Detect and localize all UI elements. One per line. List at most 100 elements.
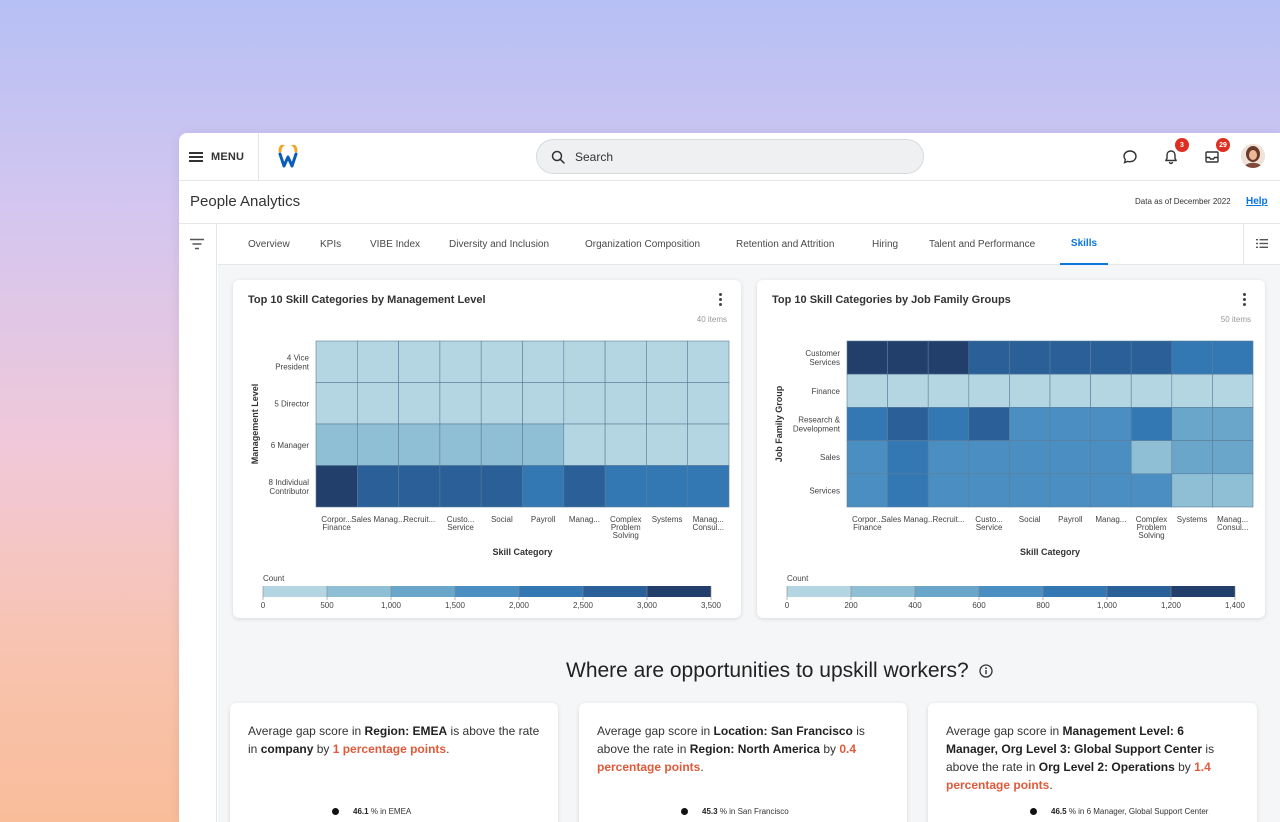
filter-icon[interactable] xyxy=(189,238,205,250)
help-link[interactable]: Help xyxy=(1246,196,1268,207)
heatmap-cell[interactable] xyxy=(315,423,358,466)
insight-card[interactable]: Average gap score in Region: EMEA is abo… xyxy=(230,703,558,822)
heatmap-cell[interactable] xyxy=(1130,473,1173,508)
heatmap-cell[interactable] xyxy=(887,440,929,475)
heatmap-cell[interactable] xyxy=(563,382,606,425)
heatmap-cell[interactable] xyxy=(439,423,482,466)
heatmap-cell[interactable] xyxy=(315,340,358,383)
notifications-button[interactable]: 3 xyxy=(1161,138,1189,167)
heatmap-cell[interactable] xyxy=(1212,473,1254,508)
heatmap-cell[interactable] xyxy=(1090,440,1132,475)
workday-logo-icon[interactable] xyxy=(277,145,299,169)
heatmap-cell[interactable] xyxy=(846,407,888,441)
heatmap-cell[interactable] xyxy=(968,440,1010,475)
inbox-button[interactable]: 29 xyxy=(1202,138,1230,167)
heatmap-cell[interactable] xyxy=(522,423,565,466)
heatmap-cell[interactable] xyxy=(1009,340,1051,375)
tab-diversity-inclusion[interactable]: Diversity and Inclusion xyxy=(449,239,550,250)
more-options-icon[interactable] xyxy=(1243,293,1247,307)
heatmap-cell[interactable] xyxy=(887,407,929,441)
heatmap-cell[interactable] xyxy=(968,473,1010,508)
heatmap-cell[interactable] xyxy=(604,465,647,508)
list-view-icon[interactable] xyxy=(1256,238,1268,249)
tab-hiring[interactable]: Hiring xyxy=(872,239,899,250)
tab-skills[interactable]: Skills xyxy=(1060,224,1108,265)
heatmap-cell[interactable] xyxy=(927,440,970,475)
heatmap-cell[interactable] xyxy=(398,465,441,508)
heatmap-cell[interactable] xyxy=(646,340,688,383)
avatar[interactable] xyxy=(1241,144,1265,168)
tab-vibe-index[interactable]: VIBE Index xyxy=(370,239,421,250)
heatmap-cell[interactable] xyxy=(1009,473,1051,508)
heatmap-cell[interactable] xyxy=(604,382,647,425)
heatmap-cell[interactable] xyxy=(887,373,929,408)
heatmap-cell[interactable] xyxy=(846,473,888,508)
heatmap-cell[interactable] xyxy=(563,465,606,508)
heatmap-cell[interactable] xyxy=(687,382,730,425)
heatmap-cell[interactable] xyxy=(1212,340,1254,375)
tab-talent-performance[interactable]: Talent and Performance xyxy=(929,239,1036,250)
tab-retention-attrition[interactable]: Retention and Attrition xyxy=(736,239,835,250)
insight-card[interactable]: Average gap score in Location: San Franc… xyxy=(579,703,907,822)
heatmap-cell[interactable] xyxy=(604,340,647,383)
tab-kpis[interactable]: KPIs xyxy=(320,239,342,250)
heatmap-cell[interactable] xyxy=(1009,407,1051,441)
heatmap-cell[interactable] xyxy=(1090,373,1132,408)
heatmap-cell[interactable] xyxy=(439,382,482,425)
heatmap-cell[interactable] xyxy=(1171,373,1213,408)
more-options-icon[interactable] xyxy=(719,293,723,307)
heatmap-cell[interactable] xyxy=(439,340,482,383)
insight-card[interactable]: Average gap score in Management Level: 6… xyxy=(928,703,1257,822)
heatmap-cell[interactable] xyxy=(1049,473,1091,508)
heatmap-cell[interactable] xyxy=(480,382,523,425)
heatmap-cell[interactable] xyxy=(480,423,523,466)
heatmap-cell[interactable] xyxy=(1049,440,1091,475)
heatmap-cell[interactable] xyxy=(398,340,441,383)
heatmap-cell[interactable] xyxy=(357,340,399,383)
heatmap-cell[interactable] xyxy=(563,423,606,466)
heatmap-cell[interactable] xyxy=(522,382,565,425)
heatmap-cell[interactable] xyxy=(398,382,441,425)
heatmap-cell[interactable] xyxy=(968,373,1010,408)
heatmap-cell[interactable] xyxy=(522,465,565,508)
heatmap-cell[interactable] xyxy=(522,340,565,383)
heatmap-cell[interactable] xyxy=(357,382,399,425)
heatmap-cell[interactable] xyxy=(968,407,1010,441)
heatmap-cell[interactable] xyxy=(968,340,1010,375)
heatmap-cell[interactable] xyxy=(846,340,888,375)
tab-overview[interactable]: Overview xyxy=(248,239,290,250)
search-bar[interactable] xyxy=(536,139,924,174)
heatmap-cell[interactable] xyxy=(887,473,929,508)
heatmap-cell[interactable] xyxy=(646,423,688,466)
heatmap-cell[interactable] xyxy=(1171,340,1213,375)
heatmap-cell[interactable] xyxy=(315,382,358,425)
heatmap-cell[interactable] xyxy=(1212,440,1254,475)
chat-button[interactable] xyxy=(1120,147,1140,167)
heatmap-cell[interactable] xyxy=(846,373,888,408)
heatmap-cell[interactable] xyxy=(1049,340,1091,375)
info-icon[interactable] xyxy=(979,664,993,678)
heatmap-cell[interactable] xyxy=(1130,407,1173,441)
menu-button[interactable]: MENU xyxy=(189,147,244,167)
heatmap-cell[interactable] xyxy=(1130,340,1173,375)
heatmap-cell[interactable] xyxy=(927,340,970,375)
heatmap-cell[interactable] xyxy=(480,340,523,383)
heatmap-cell[interactable] xyxy=(1171,440,1213,475)
heatmap-cell[interactable] xyxy=(646,465,688,508)
heatmap-cell[interactable] xyxy=(315,465,358,508)
heatmap-cell[interactable] xyxy=(357,423,399,466)
heatmap-cell[interactable] xyxy=(398,423,441,466)
heatmap-cell[interactable] xyxy=(1130,373,1173,408)
heatmap-cell[interactable] xyxy=(357,465,399,508)
heatmap-cell[interactable] xyxy=(687,465,730,508)
heatmap-cell[interactable] xyxy=(927,407,970,441)
heatmap-cell[interactable] xyxy=(563,340,606,383)
tab-organization-composition[interactable]: Organization Composition xyxy=(585,239,701,250)
heatmap-cell[interactable] xyxy=(1009,440,1051,475)
heatmap-cell[interactable] xyxy=(1130,440,1173,475)
heatmap-cell[interactable] xyxy=(687,340,730,383)
heatmap-cell[interactable] xyxy=(1212,407,1254,441)
heatmap-cell[interactable] xyxy=(1049,407,1091,441)
heatmap-cell[interactable] xyxy=(1171,407,1213,441)
heatmap-cell[interactable] xyxy=(1171,473,1213,508)
